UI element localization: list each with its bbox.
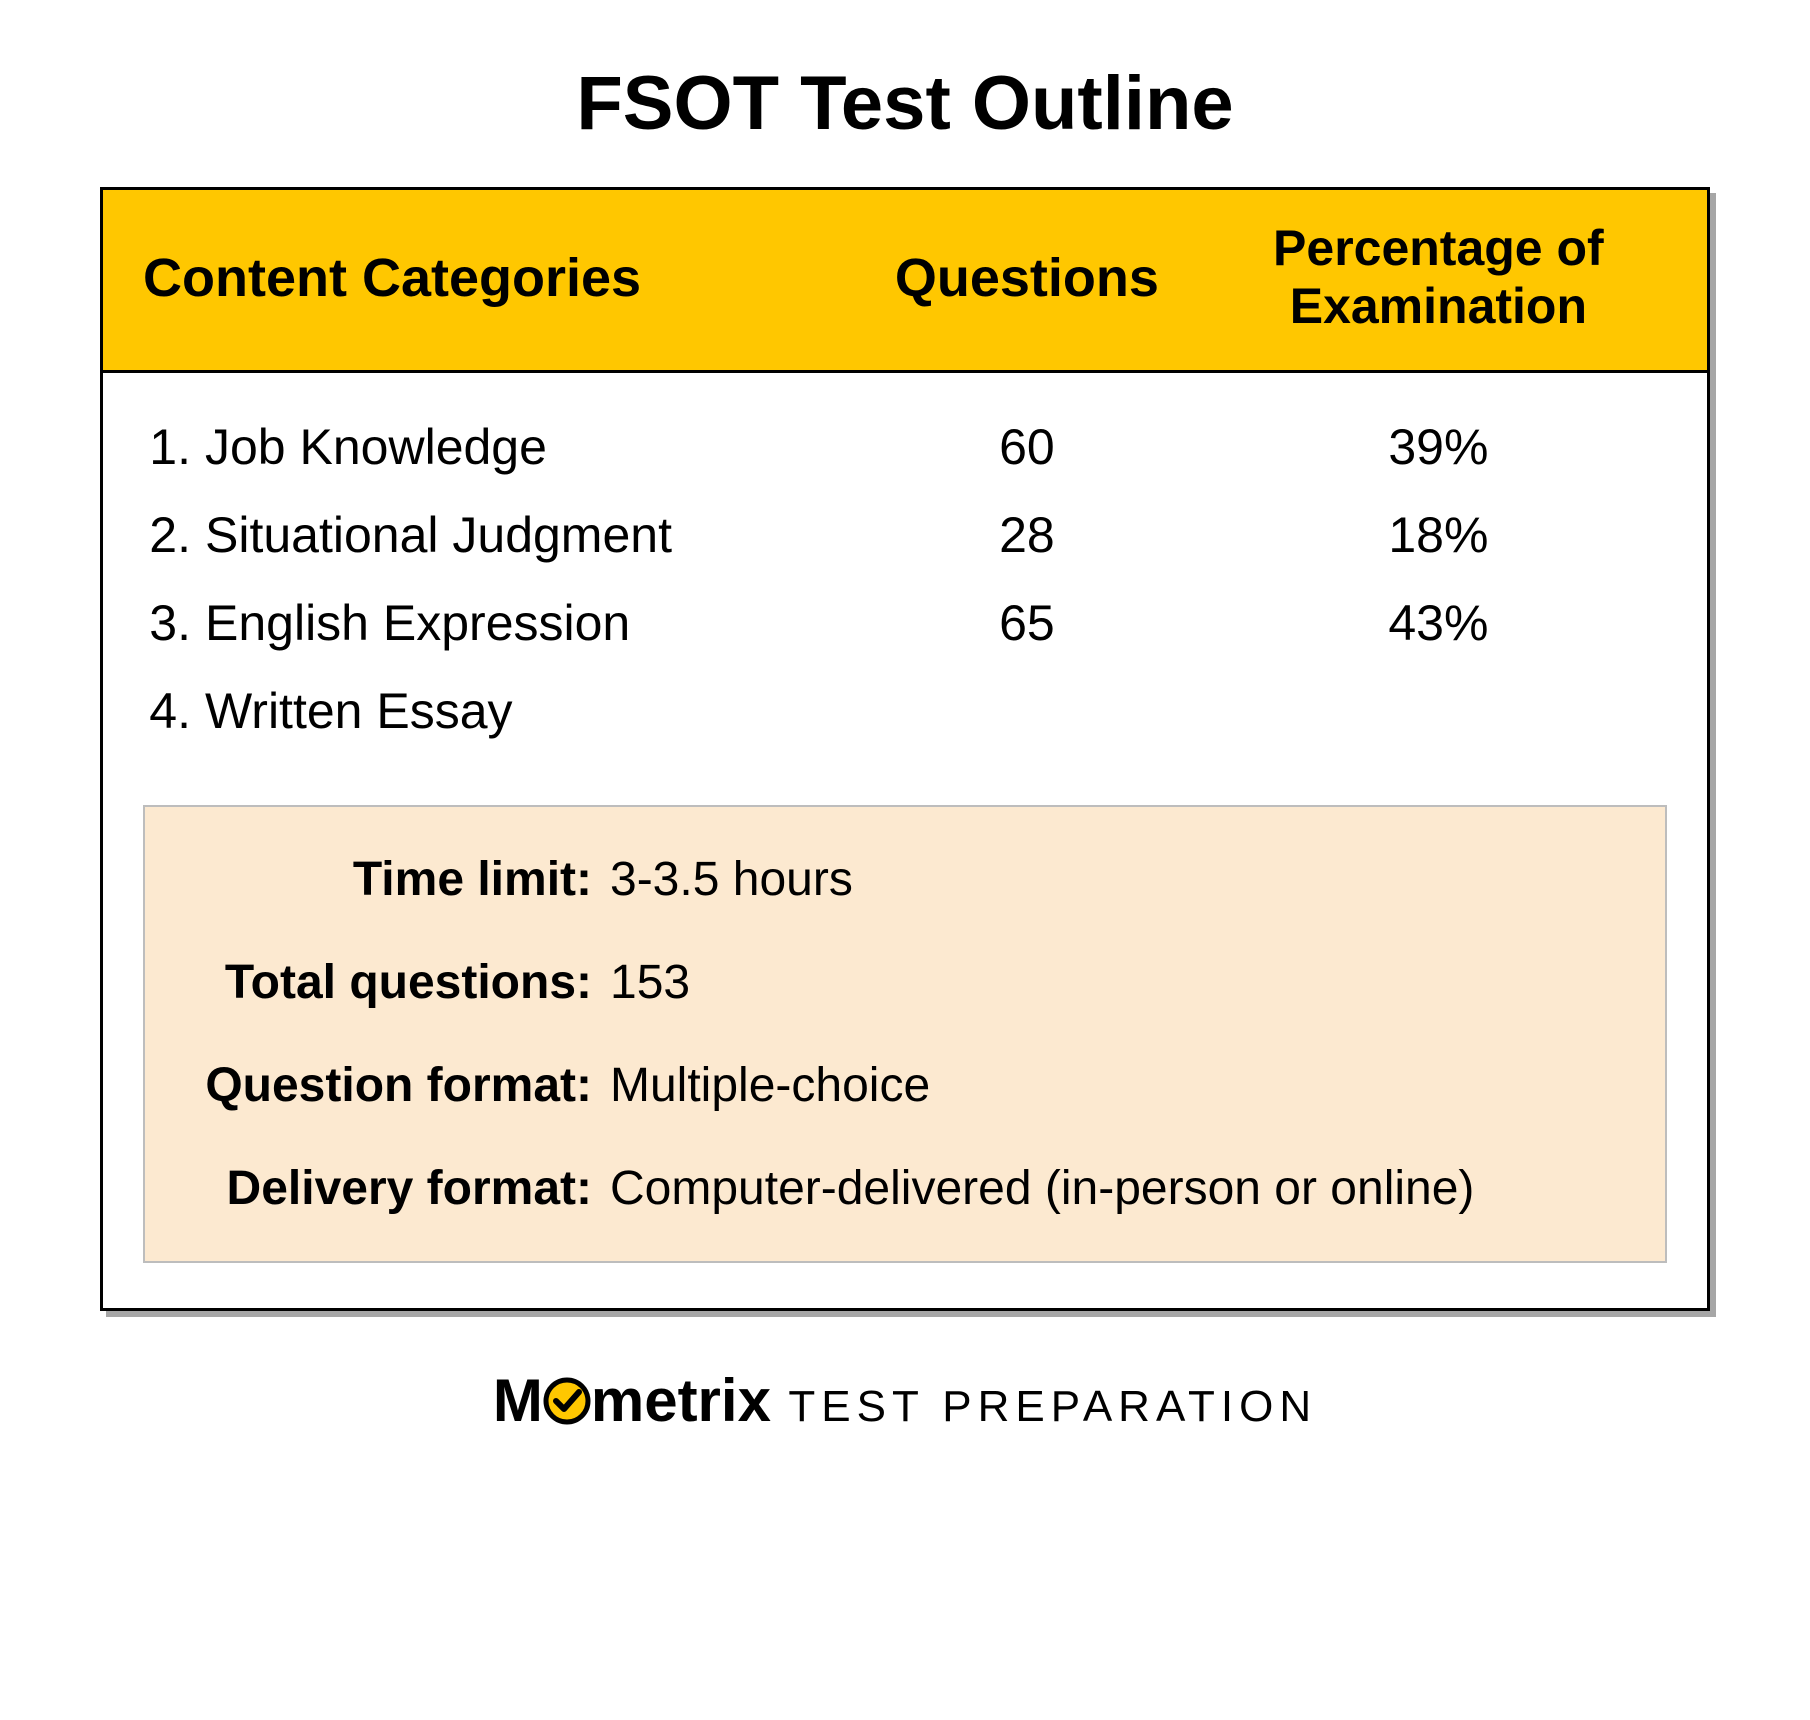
info-row: Total questions: 153: [205, 955, 1635, 1010]
info-value-dformat: Computer-delivered (in-person or online): [610, 1161, 1635, 1216]
row-questions: 65: [844, 594, 1210, 652]
row-number: 4.: [143, 682, 191, 740]
page-title: FSOT Test Outline: [100, 60, 1710, 147]
info-value-total: 153: [610, 955, 1635, 1010]
row-category: Situational Judgment: [205, 506, 672, 564]
info-box: Time limit: 3-3.5 hours Total questions:…: [143, 805, 1667, 1263]
row-percentage: 43%: [1210, 594, 1667, 652]
brand-pre: M: [493, 1367, 543, 1434]
table-body: 1. Job Knowledge 60 39% 2. Situational J…: [103, 373, 1707, 780]
info-row: Time limit: 3-3.5 hours: [205, 852, 1635, 907]
info-row: Delivery format: Computer-delivered (in-…: [205, 1161, 1635, 1216]
brand-sub: TEST PREPARATION: [771, 1382, 1317, 1431]
row-category: English Expression: [205, 594, 630, 652]
header-content-categories: Content Categories: [143, 247, 844, 309]
row-category: Written Essay: [205, 682, 513, 740]
info-value-qformat: Multiple-choice: [610, 1058, 1635, 1113]
row-number: 1.: [143, 418, 191, 476]
row-questions: 60: [844, 418, 1210, 476]
info-label-time: Time limit:: [205, 852, 610, 907]
table-row: 2. Situational Judgment 28 18%: [143, 506, 1667, 564]
checkmark-circle-icon: [543, 1370, 591, 1439]
info-row: Question format: Multiple-choice: [205, 1058, 1635, 1113]
table-row: 4. Written Essay: [143, 682, 1667, 740]
outline-table: Content Categories Questions Percentage …: [100, 187, 1710, 1311]
table-row: 1. Job Knowledge 60 39%: [143, 418, 1667, 476]
row-percentage: 18%: [1210, 506, 1667, 564]
header-percentage: Percentage of Examination: [1210, 220, 1667, 335]
info-label-dformat: Delivery format:: [205, 1161, 610, 1216]
info-label-qformat: Question format:: [205, 1058, 610, 1113]
header-questions: Questions: [844, 247, 1210, 309]
row-number: 2.: [143, 506, 191, 564]
row-number: 3.: [143, 594, 191, 652]
info-value-time: 3-3.5 hours: [610, 852, 1635, 907]
footer-logo: Mmetrix TEST PREPARATION: [100, 1366, 1710, 1439]
row-percentage: 39%: [1210, 418, 1667, 476]
table-header-row: Content Categories Questions Percentage …: [103, 190, 1707, 373]
brand-post: metrix: [591, 1367, 771, 1434]
table-row: 3. English Expression 65 43%: [143, 594, 1667, 652]
row-questions: 28: [844, 506, 1210, 564]
info-label-total: Total questions:: [205, 955, 610, 1010]
row-category: Job Knowledge: [205, 418, 547, 476]
